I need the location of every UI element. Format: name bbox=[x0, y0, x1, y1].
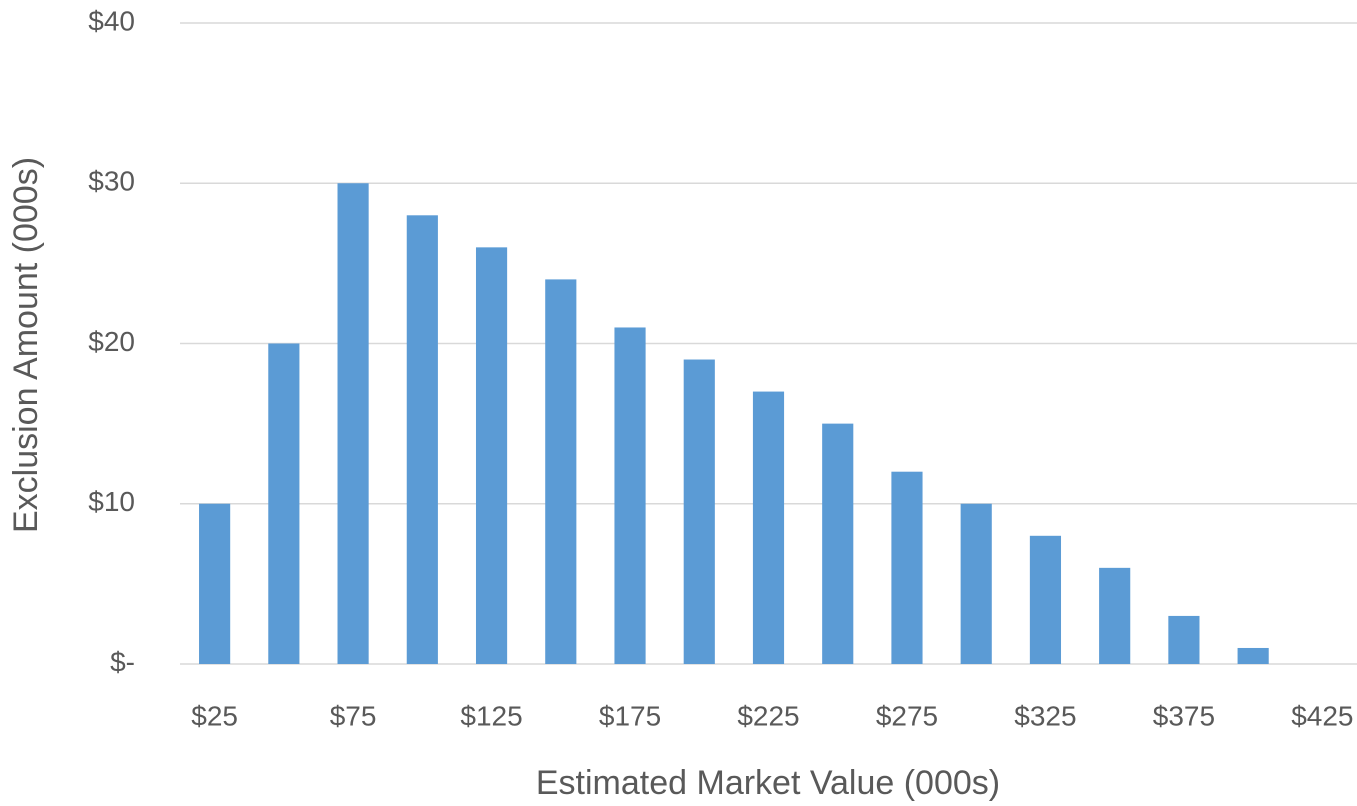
bar bbox=[268, 343, 300, 664]
bar bbox=[1168, 615, 1200, 664]
bar bbox=[1029, 535, 1062, 664]
x-tick-label: $275 bbox=[876, 700, 938, 731]
bar bbox=[960, 503, 992, 664]
y-tick-label: $- bbox=[110, 646, 135, 677]
bar bbox=[891, 471, 923, 664]
y-axis-title: Exclusion Amount (000s) bbox=[7, 157, 45, 533]
y-tick-label: $20 bbox=[88, 326, 135, 357]
bar bbox=[337, 183, 369, 664]
x-tick-label: $375 bbox=[1153, 700, 1215, 731]
bar bbox=[199, 503, 231, 664]
x-tick-label: $25 bbox=[191, 700, 238, 731]
bar bbox=[1237, 647, 1269, 664]
bar bbox=[406, 215, 438, 665]
x-tick-label: $325 bbox=[1014, 700, 1076, 731]
x-tick-label: $225 bbox=[737, 700, 799, 731]
bar bbox=[545, 279, 577, 664]
x-axis-title: Estimated Market Value (000s) bbox=[536, 764, 1000, 802]
y-tick-label: $40 bbox=[88, 5, 135, 36]
bar bbox=[614, 327, 646, 664]
bar bbox=[752, 391, 785, 664]
x-tick-label: $75 bbox=[330, 700, 377, 731]
x-tick-label: $125 bbox=[460, 700, 522, 731]
x-tick-label: $175 bbox=[599, 700, 661, 731]
x-tick-label: $425 bbox=[1291, 700, 1353, 731]
bar bbox=[475, 247, 508, 664]
bar bbox=[822, 423, 854, 664]
y-tick-label: $10 bbox=[88, 486, 135, 517]
bar bbox=[1099, 567, 1131, 664]
bar bbox=[683, 359, 715, 664]
y-tick-label: $30 bbox=[88, 166, 135, 197]
